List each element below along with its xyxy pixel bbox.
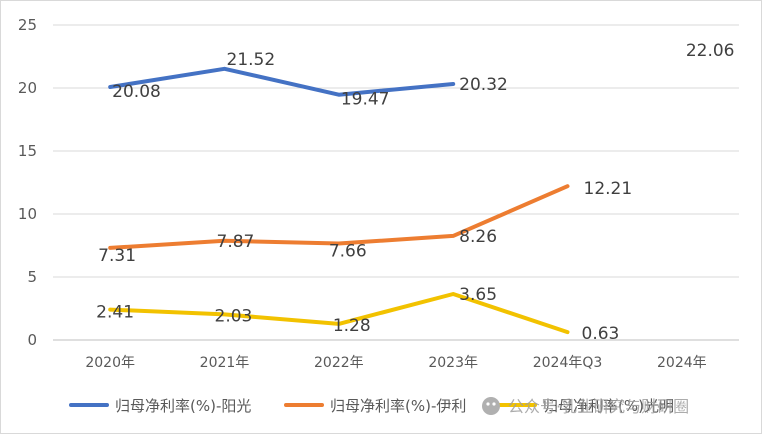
wechat-logo-icon-eye bbox=[486, 402, 490, 406]
watermark: 公众号·乳业研究与财研圈 bbox=[482, 397, 689, 416]
y-tick-label: 0 bbox=[27, 331, 37, 349]
legend-label: 归母净利率(%)-阳光 bbox=[115, 397, 251, 415]
y-tick-label: 10 bbox=[18, 205, 37, 223]
series-line bbox=[108, 66, 456, 97]
legend: 归母净利率(%)-阳光 归母净利率(%)-伊利 归母净利率(%)光明 bbox=[69, 397, 674, 415]
gridlines bbox=[53, 24, 739, 341]
data-label: 0.63 bbox=[582, 324, 620, 344]
data-label: 19.47 bbox=[341, 90, 390, 110]
x-tick-label: 2023年 bbox=[428, 355, 478, 371]
x-tick-label: 2022年 bbox=[314, 355, 364, 371]
watermark-text: 公众号·乳业研究与财研圈 bbox=[508, 397, 689, 416]
y-tick-label: 25 bbox=[18, 16, 37, 34]
series-line bbox=[108, 292, 570, 335]
data-label: 1.28 bbox=[333, 316, 371, 336]
data-label: 3.65 bbox=[459, 285, 497, 305]
y-tick-label: 5 bbox=[27, 268, 37, 286]
y-tick-label: 20 bbox=[18, 79, 37, 97]
data-label: 8.26 bbox=[459, 227, 497, 247]
data-label: 22.06 bbox=[686, 41, 735, 61]
y-tick-label: 15 bbox=[18, 142, 37, 160]
data-label: 21.52 bbox=[227, 50, 276, 70]
data-label: 2.41 bbox=[96, 303, 134, 323]
legend-label: 归母净利率(%)光明 bbox=[543, 397, 674, 415]
wechat-logo-icon bbox=[482, 397, 500, 415]
y-axis-ticks: 0 5 10 15 20 25 bbox=[18, 16, 37, 349]
legend-label: 归母净利率(%)-伊利 bbox=[330, 397, 466, 415]
x-tick-label: 2024年Q3 bbox=[533, 355, 603, 371]
data-labels: 20.08 21.52 19.47 20.32 22.06 7.31 7.87 7.66 8.2… bbox=[96, 41, 734, 344]
x-tick-label: 2020年 bbox=[85, 355, 135, 371]
x-tick-label: 2024年 bbox=[657, 355, 707, 371]
data-label: 20.32 bbox=[459, 75, 508, 95]
x-tick-label: 2021年 bbox=[200, 355, 250, 371]
data-label: 7.66 bbox=[329, 241, 367, 261]
x-axis-ticks: 2020年 2021年 2022年 2023年 2024年Q3 2024年 bbox=[85, 355, 706, 371]
series-lines bbox=[108, 66, 570, 335]
data-label: 12.21 bbox=[584, 179, 633, 199]
wechat-logo-icon-eye bbox=[492, 402, 496, 406]
data-label: 20.08 bbox=[112, 82, 161, 102]
series-line bbox=[108, 184, 570, 250]
data-label: 7.31 bbox=[98, 246, 136, 266]
data-label: 7.87 bbox=[217, 232, 255, 252]
data-label: 2.03 bbox=[215, 306, 253, 326]
